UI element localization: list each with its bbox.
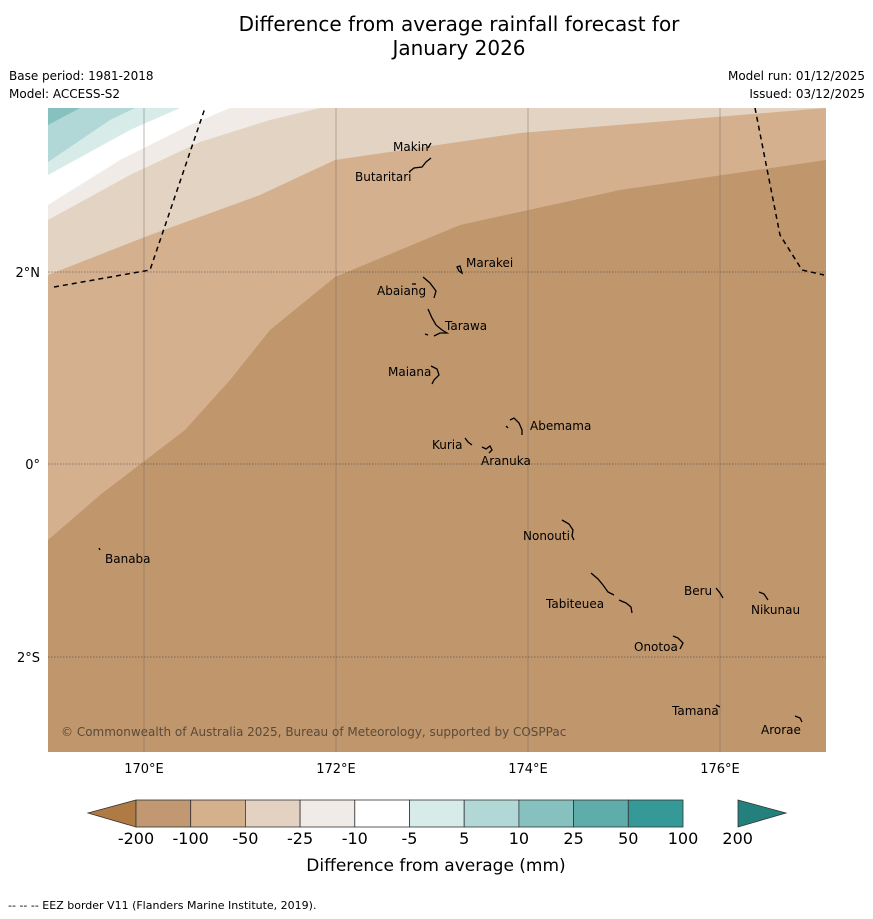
island-label-banaba: Banaba	[105, 552, 151, 566]
issued-date: Issued: 03/12/2025	[749, 87, 865, 101]
island-label-tamana: Tamana	[671, 704, 719, 718]
gridlines	[143, 108, 721, 752]
island-label-kuria: Kuria	[432, 438, 463, 452]
island-label-onotoa: Onotoa	[634, 640, 678, 654]
colorbar-cell	[627, 799, 684, 828]
lon-label-170: 170°E	[124, 762, 164, 777]
eez-border	[53, 108, 825, 288]
meta-left: Base period: 1981-2018 Model: ACCESS-S2	[9, 67, 154, 103]
model-name: Model: ACCESS-S2	[9, 87, 121, 101]
colorbar-tick-label: 25	[563, 829, 583, 848]
colorbar-label: Difference from average (mm)	[306, 856, 565, 876]
colorbar-tick-label: -50	[232, 829, 258, 848]
band-50-25	[48, 108, 826, 275]
axis-labels: 170°E 172°E 174°E 176°E 2°N 0° 2°S	[16, 266, 740, 777]
model-run: Model run: 01/12/2025	[727, 69, 865, 83]
colorbar-cell	[244, 799, 301, 828]
colorbar-tick-label: 5	[459, 829, 469, 848]
island-outlines	[98, 142, 803, 723]
colorbar-tick-label: -25	[287, 829, 313, 848]
eez-footnote: -- -- -- EEZ border V11 (Flanders Marine…	[8, 899, 317, 912]
island-label-makin: Makin	[393, 140, 429, 154]
lon-label-176: 176°E	[700, 762, 740, 777]
island-label-nikunau: Nikunau	[751, 603, 800, 617]
lat-label-2n: 2°N	[16, 266, 41, 281]
band-25-50	[48, 108, 80, 125]
lat-label-2s: 2°S	[17, 651, 40, 666]
colorbar-tick-label: -10	[342, 829, 368, 848]
island-label-beru: Beru	[684, 584, 712, 598]
title-line-1: Difference from average rainfall forecas…	[238, 12, 680, 36]
lon-label-174: 174°E	[508, 762, 548, 777]
rainfall-map: © Commonwealth of Australia 2025, Bureau…	[16, 108, 826, 876]
colorbar-cell	[409, 799, 465, 828]
colorbar-tick-label: 200	[722, 829, 753, 848]
island-label-arorae: Arorae	[761, 723, 801, 737]
lon-label-172: 172°E	[316, 762, 356, 777]
colorbar-cell	[518, 799, 575, 828]
colorbar-cells	[135, 799, 684, 828]
island-label-marakei: Marakei	[466, 256, 513, 270]
island-labels: Makin Butaritari Marakei Abaiang Tarawa …	[105, 140, 801, 737]
colorbar-cell	[299, 799, 356, 828]
title-line-2: January 2026	[392, 36, 526, 60]
colorbar-tick-label: -100	[173, 829, 209, 848]
colorbar-arrow-low	[86, 799, 137, 828]
colorbar-cell	[190, 799, 246, 828]
colorbar: -200 -100 -50 -25 -10 -5 5 10 25 50 100 200 Differe…	[86, 799, 788, 876]
band-10-25	[48, 108, 135, 162]
island-label-abemama: Abemama	[530, 419, 591, 433]
chart-title: Difference from average rainfall forecas…	[0, 12, 873, 60]
island-label-aranuka: Aranuka	[481, 454, 531, 468]
lat-label-0: 0°	[25, 458, 40, 473]
island-label-tarawa: Tarawa	[444, 319, 487, 333]
colorbar-tick-label: 100	[668, 829, 699, 848]
colorbar-cell	[135, 799, 192, 828]
lat-gridlines	[48, 271, 826, 658]
colorbar-arrow-high	[737, 799, 788, 828]
colorbar-tick-label: 50	[618, 829, 638, 848]
colorbar-tick-label: -200	[118, 829, 154, 848]
colorbar-tick-label: 10	[509, 829, 529, 848]
colorbar-tick-label: -5	[402, 829, 418, 848]
colorbar-cell	[463, 799, 520, 828]
colorbar-cell	[573, 799, 629, 828]
band-100-50	[48, 108, 826, 540]
map-area: © Commonwealth of Australia 2025, Bureau…	[48, 108, 826, 752]
island-label-tabiteuea: Tabiteuea	[545, 597, 604, 611]
colorbar-cell	[354, 799, 410, 828]
meta-right: Model run: 01/12/2025 Issued: 03/12/2025	[728, 67, 865, 103]
colorbar-ticks: -200 -100 -50 -25 -10 -5 5 10 25 50 100 200	[118, 829, 753, 848]
copyright-text: © Commonwealth of Australia 2025, Bureau…	[61, 725, 566, 739]
island-label-nonouti: Nonouti	[523, 529, 570, 543]
island-label-butaritari: Butaritari	[355, 170, 412, 184]
island-label-abaiang: Abaiang	[377, 284, 426, 298]
base-period: Base period: 1981-2018	[9, 69, 154, 83]
island-label-maiana: Maiana	[388, 365, 431, 379]
